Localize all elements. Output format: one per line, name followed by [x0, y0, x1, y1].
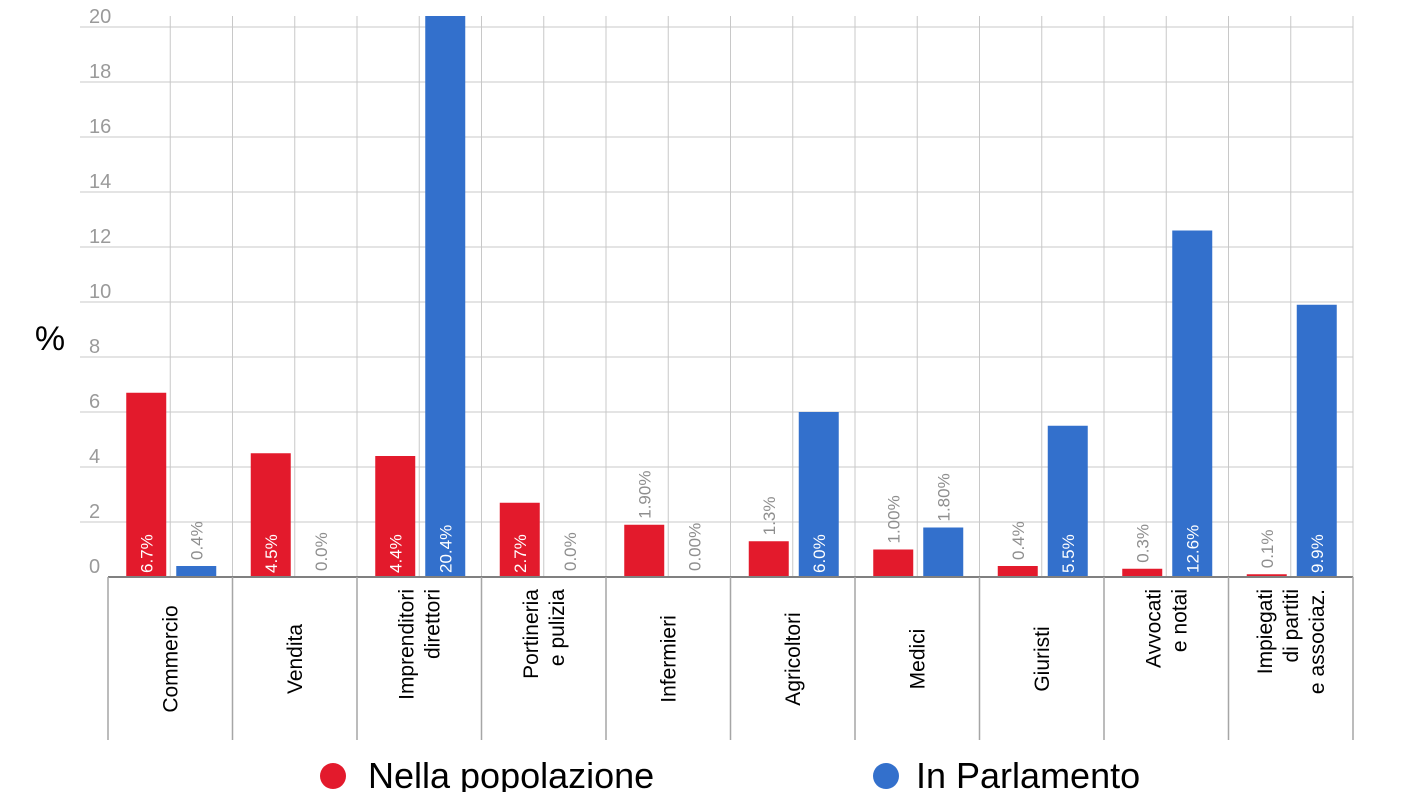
bar-population	[873, 549, 914, 577]
data-label: 6.0%	[810, 534, 829, 573]
x-tick-label: Portineria	[520, 589, 543, 679]
bar-parliament	[798, 412, 839, 577]
data-label: 4.5%	[262, 534, 281, 573]
bar-population	[748, 541, 789, 577]
bar-parliament	[923, 527, 964, 577]
bar-population	[126, 392, 167, 577]
bar-population	[997, 566, 1038, 577]
data-label: 1.80%	[934, 473, 953, 521]
x-tick-label: e notai	[1168, 589, 1191, 652]
data-label: 0.0%	[561, 532, 580, 571]
data-label: 12.6%	[1183, 525, 1202, 573]
x-tick-label: e associaz.	[1306, 589, 1329, 694]
x-tick-label: Commercio	[159, 605, 182, 712]
x-tick-label: Giuristi	[1031, 626, 1054, 691]
data-label: 4.4%	[386, 534, 405, 573]
x-tick-label: Avvocati	[1142, 589, 1165, 668]
data-label: 0.00%	[685, 523, 704, 571]
x-tick-label: Impiegati	[1254, 589, 1277, 674]
bar-population	[499, 502, 540, 577]
bar-population	[375, 456, 416, 577]
y-tick-label: 20	[89, 6, 111, 28]
y-tick-label: 8	[89, 336, 100, 358]
data-label: 5.5%	[1059, 534, 1078, 573]
bar-parliament	[1172, 230, 1213, 577]
data-labels: 6.7% 4.5% 4.4% 2.7% 1.90% 1.3% 1.00% 0.4% 0.3% 0.…	[137, 471, 1327, 573]
y-tick-label: 6	[89, 391, 100, 413]
y-axis: 0 2 4 6 8 10 12 14 16 18 20	[89, 6, 111, 578]
data-label: 20.4%	[436, 525, 455, 573]
legend-marker-parliament	[873, 763, 899, 789]
y-tick-label: 12	[89, 226, 111, 248]
bar-parliament	[1047, 425, 1088, 577]
legend-label-parliament: In Parlamento	[916, 755, 1140, 792]
bar-parliament	[176, 566, 217, 577]
bar-population	[250, 453, 291, 577]
bars	[126, 16, 1337, 577]
data-label: 1.00%	[884, 495, 903, 543]
bar-population	[1246, 574, 1287, 577]
legend: Nella popolazione In Parlamento	[320, 755, 1140, 792]
data-label: 0.3%	[1133, 524, 1152, 563]
data-label: 9.9%	[1308, 534, 1327, 573]
x-tick-label: Imprenditori	[395, 589, 418, 700]
x-tick-label: Medici	[906, 629, 929, 690]
data-label: 6.7%	[137, 534, 156, 573]
y-tick-label: 4	[89, 446, 100, 468]
x-axis: Commercio Vendita Imprenditori direttori Por…	[107, 576, 1354, 740]
legend-label-population: Nella popolazione	[368, 755, 654, 792]
y-tick-label: 2	[89, 501, 100, 523]
grid	[80, 16, 1354, 577]
y-tick-label: 16	[89, 116, 111, 138]
y-tick-label: 10	[89, 281, 111, 303]
x-tick-label: Infermieri	[657, 615, 680, 703]
bar-population	[624, 524, 665, 577]
data-label: 2.7%	[511, 534, 530, 573]
x-tick-label: di partiti	[1280, 589, 1303, 663]
data-label: 0.1%	[1258, 530, 1277, 569]
y-tick-label: 18	[89, 61, 111, 83]
data-label: 0.4%	[1009, 521, 1028, 560]
data-label: 0.4%	[187, 521, 206, 560]
legend-marker-population	[320, 763, 346, 789]
bar-parliament	[1296, 304, 1337, 577]
bar-parliament	[425, 16, 466, 577]
x-tick-label: Agricoltori	[782, 612, 805, 705]
data-label: 0.0%	[312, 532, 331, 571]
data-label: 1.3%	[760, 497, 779, 536]
y-tick-label: 14	[89, 171, 111, 193]
y-axis-label: %	[35, 320, 65, 358]
x-tick-label: Vendita	[284, 624, 307, 694]
y-tick-label: 0	[89, 556, 100, 578]
data-label: 1.90%	[635, 471, 654, 519]
x-tick-label: direttori	[421, 589, 444, 659]
x-tick-label: e pulizia	[546, 589, 569, 666]
bar-population	[1122, 568, 1163, 577]
